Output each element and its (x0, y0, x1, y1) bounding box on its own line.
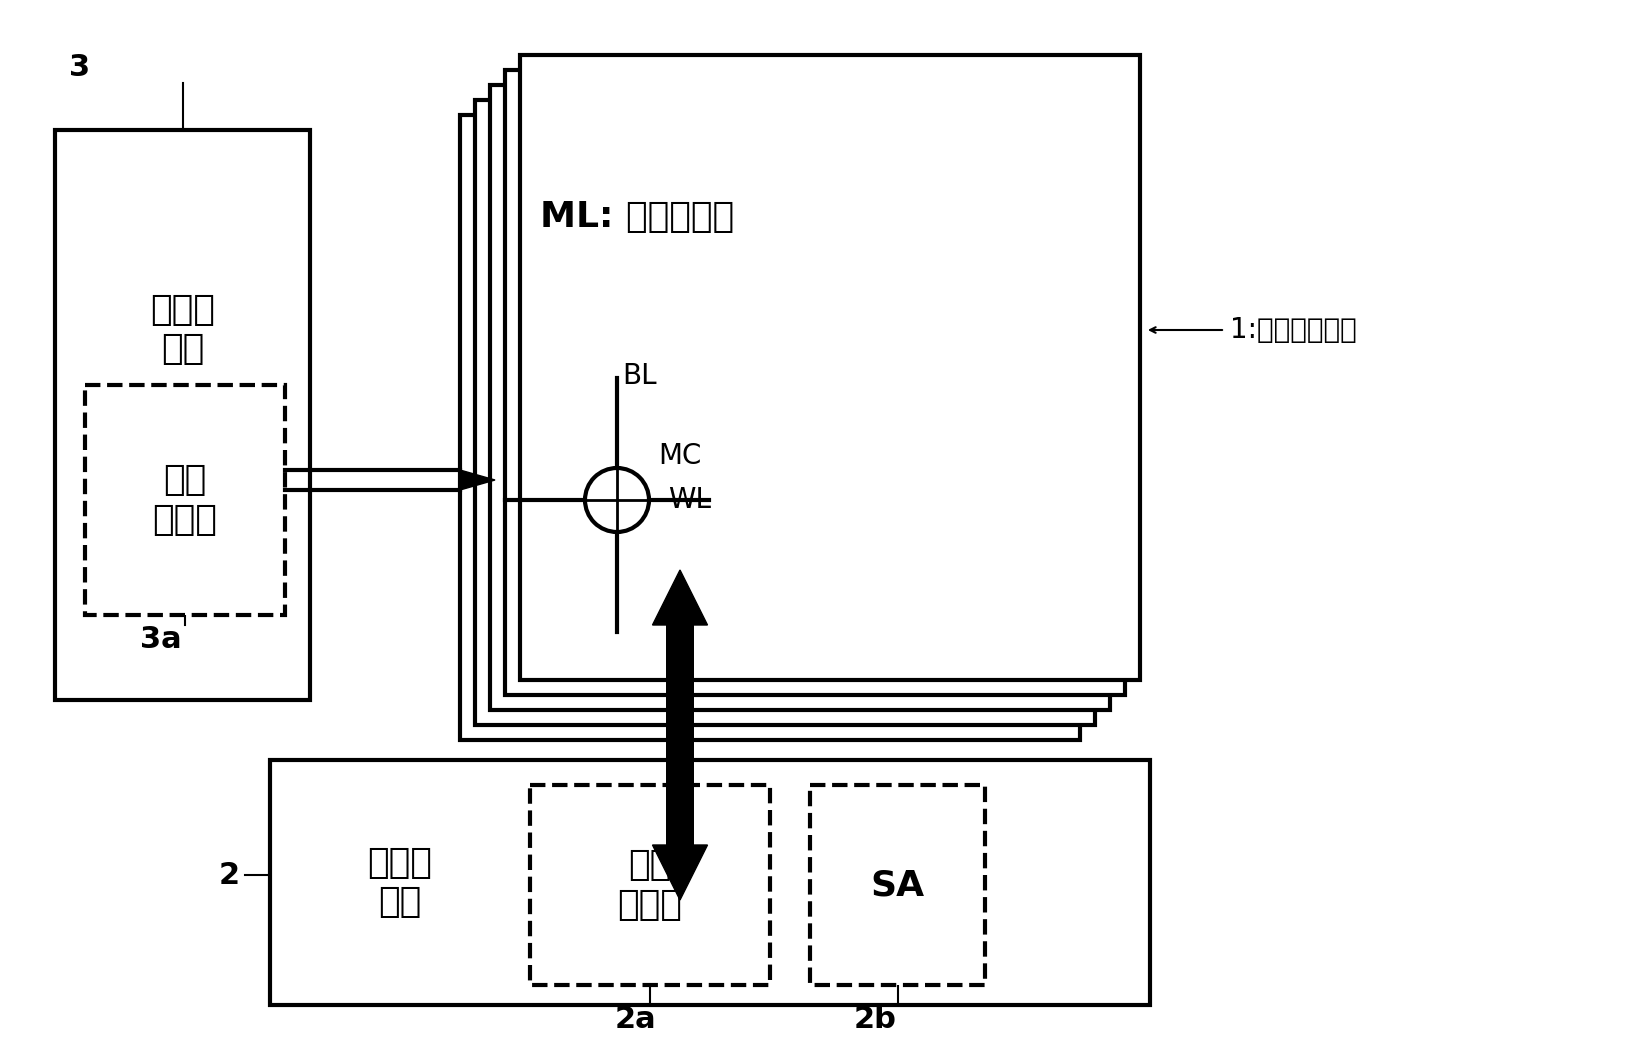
Text: 2a: 2a (614, 1005, 656, 1035)
Polygon shape (653, 570, 707, 625)
Polygon shape (460, 470, 496, 490)
Text: 位线
驱动器: 位线 驱动器 (618, 848, 682, 921)
Text: 3: 3 (70, 54, 91, 83)
Text: ML: 存储单元层: ML: 存储单元层 (540, 200, 734, 234)
Bar (505, 70, 1124, 695)
Text: 2b: 2b (853, 1005, 897, 1035)
Text: 行控制
电路: 行控制 电路 (150, 292, 214, 366)
Bar (809, 785, 985, 985)
Bar (270, 760, 1150, 1005)
Bar (666, 625, 694, 845)
Text: 字线
驱动器: 字线 驱动器 (153, 463, 218, 537)
Bar (530, 785, 770, 985)
Bar (474, 100, 1095, 725)
Text: BL: BL (622, 362, 656, 390)
Bar (55, 130, 310, 700)
Bar (84, 385, 284, 615)
Bar (491, 85, 1110, 710)
Circle shape (585, 468, 648, 532)
Text: 1:存储单元阵列: 1:存储单元阵列 (1230, 316, 1357, 344)
Text: 3a: 3a (140, 626, 182, 654)
Text: 2: 2 (219, 861, 240, 890)
Text: WL: WL (668, 486, 712, 514)
Bar (460, 115, 1081, 740)
Text: 列控制
电路: 列控制 电路 (367, 846, 432, 919)
Text: SA: SA (871, 868, 925, 902)
Bar (520, 55, 1141, 680)
Polygon shape (653, 845, 707, 900)
Text: MC: MC (658, 442, 702, 470)
